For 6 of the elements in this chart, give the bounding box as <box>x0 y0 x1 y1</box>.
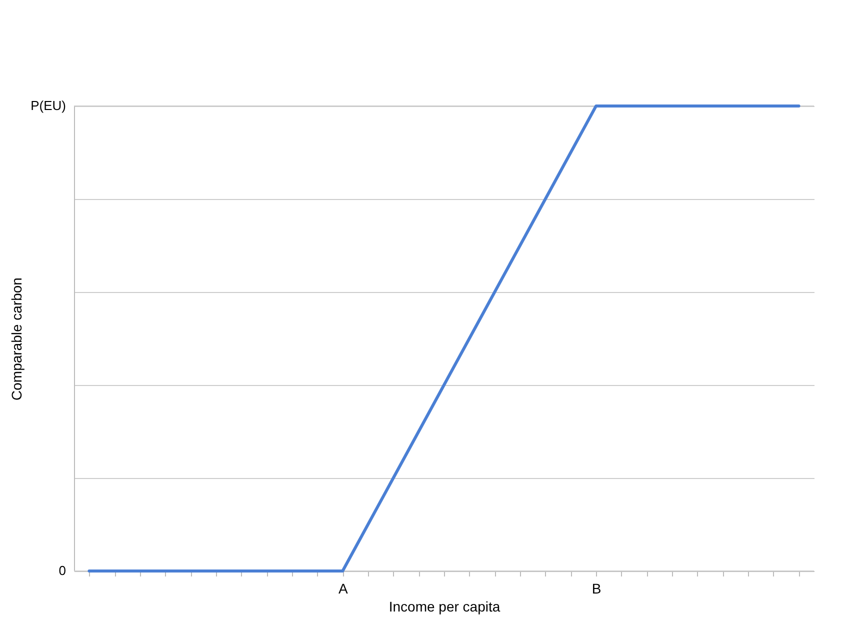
ref-line-label: P(EU) <box>30 98 66 113</box>
x-tick-label: B <box>592 580 602 596</box>
ref-line-label: 0 <box>58 563 66 578</box>
x-axis-title: Income per capita <box>388 598 500 614</box>
x-tick-label: A <box>338 580 348 596</box>
y-axis-title: Comparable carbon <box>8 278 24 400</box>
